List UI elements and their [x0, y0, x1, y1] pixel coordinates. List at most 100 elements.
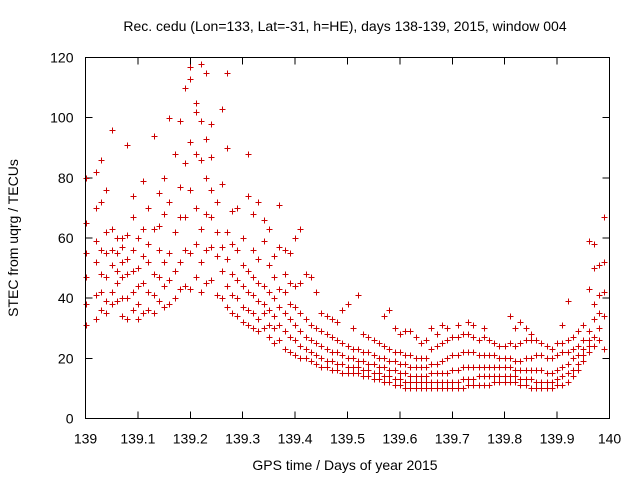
- data-point: [292, 283, 299, 290]
- data-point: [470, 322, 477, 329]
- data-point: [224, 304, 231, 311]
- data-point: [502, 343, 509, 350]
- data-point: [586, 328, 593, 335]
- data-point: [224, 283, 231, 290]
- data-point: [203, 280, 210, 287]
- data-point: [114, 268, 121, 275]
- data-point: [507, 313, 514, 320]
- y-tick-label: 100: [50, 110, 74, 126]
- data-point: [596, 310, 603, 317]
- data-point: [565, 361, 572, 368]
- data-point: [219, 295, 226, 302]
- data-point: [93, 316, 100, 323]
- data-point: [255, 298, 262, 305]
- data-point: [161, 211, 168, 218]
- data-point: [93, 292, 100, 299]
- data-point: [103, 250, 110, 257]
- data-point: [355, 346, 362, 353]
- data-point: [449, 379, 456, 386]
- data-point: [318, 310, 325, 317]
- data-point: [580, 337, 587, 344]
- data-point: [208, 244, 215, 251]
- data-point: [428, 385, 435, 392]
- y-axis-label: STEC from uqrg / TECUs: [5, 159, 21, 317]
- data-point: [103, 187, 110, 194]
- data-point: [407, 385, 414, 392]
- data-point: [172, 151, 179, 158]
- data-point: [596, 292, 603, 299]
- data-point: [318, 328, 325, 335]
- data-point: [214, 199, 221, 206]
- data-point: [250, 211, 257, 218]
- data-point: [549, 379, 556, 386]
- data-point: [103, 229, 110, 236]
- data-point: [177, 286, 184, 293]
- data-point: [507, 340, 514, 347]
- data-point: [130, 193, 137, 200]
- data-point: [470, 364, 477, 371]
- data-point: [586, 349, 593, 356]
- data-point: [140, 253, 147, 260]
- data-point: [549, 346, 556, 353]
- data-point: [297, 280, 304, 287]
- data-point: [308, 349, 315, 356]
- data-point: [601, 259, 608, 266]
- data-point: [549, 370, 556, 377]
- data-point: [145, 259, 152, 266]
- data-point: [292, 304, 299, 311]
- data-point: [93, 205, 100, 212]
- data-point: [245, 151, 252, 158]
- data-point: [586, 238, 593, 245]
- data-point: [507, 364, 514, 371]
- data-point: [402, 361, 409, 368]
- data-point: [140, 280, 147, 287]
- data-point: [397, 376, 404, 383]
- data-point: [517, 376, 524, 383]
- data-point: [329, 358, 336, 365]
- data-point: [187, 250, 194, 257]
- x-tick-label: 139.4: [278, 431, 313, 447]
- data-point: [386, 379, 393, 386]
- data-point: [591, 301, 598, 308]
- data-point: [444, 325, 451, 332]
- data-point: [397, 382, 404, 389]
- data-point: [124, 316, 131, 323]
- data-point: [350, 355, 357, 362]
- data-point: [198, 259, 205, 266]
- data-point: [240, 262, 247, 269]
- data-point: [596, 262, 603, 269]
- data-point: [313, 361, 320, 368]
- data-point: [360, 358, 367, 365]
- data-point: [83, 250, 90, 257]
- data-point: [533, 337, 540, 344]
- data-point: [355, 364, 362, 371]
- data-point: [198, 61, 205, 68]
- data-point: [339, 307, 346, 314]
- chart-title: Rec. cedu (Lon=133, Lat=-31, h=HE), days…: [123, 18, 566, 34]
- data-point: [124, 295, 131, 302]
- data-point: [444, 337, 451, 344]
- data-point: [591, 334, 598, 341]
- data-point: [486, 382, 493, 389]
- data-point: [255, 316, 262, 323]
- data-point: [591, 241, 598, 248]
- data-point: [98, 199, 105, 206]
- data-point: [234, 247, 241, 254]
- x-tick-label: 139.5: [330, 431, 365, 447]
- data-point: [376, 340, 383, 347]
- data-point: [151, 292, 158, 299]
- data-point: [214, 253, 221, 260]
- data-point: [371, 337, 378, 344]
- data-point: [198, 226, 205, 233]
- data-point: [580, 322, 587, 329]
- data-point: [282, 247, 289, 254]
- data-point: [339, 340, 346, 347]
- data-point: [250, 292, 257, 299]
- data-point: [156, 247, 163, 254]
- data-point: [339, 352, 346, 359]
- data-point: [229, 208, 236, 215]
- data-point: [255, 328, 262, 335]
- data-point: [145, 205, 152, 212]
- data-point: [261, 283, 268, 290]
- data-point: [229, 241, 236, 248]
